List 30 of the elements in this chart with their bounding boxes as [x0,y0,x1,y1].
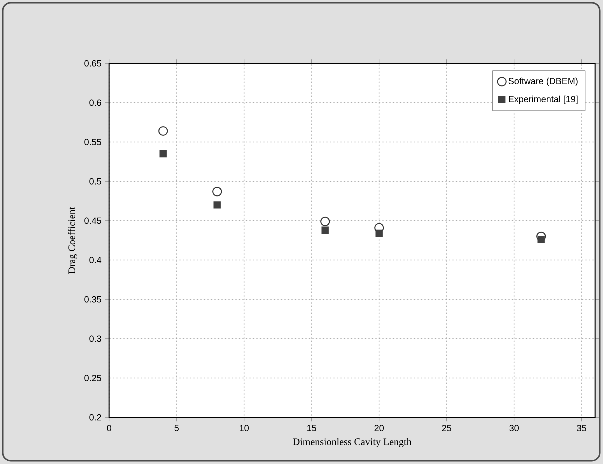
y-tick-label: 0.55 [84,139,102,146]
x-tick-label: 35 [577,425,586,432]
point [214,202,221,209]
point [538,236,545,244]
x-tick-label: 10 [240,425,250,432]
point [322,226,329,234]
legend-label: Software (DBEM) [508,78,578,86]
point [320,216,330,227]
y-tick-label: 0.65 [84,60,102,67]
x-tick-label: 5 [174,425,179,432]
y-tick-label: 0.3 [90,336,102,342]
y-tick-label: 0.35 [84,296,102,303]
y-axis-title: Drag Coefficient [68,206,78,274]
x-tick-label: 20 [374,425,384,432]
x-tick-label: 0 [107,425,112,432]
y-tick-label: 0.4 [90,257,102,264]
y-tick-label: 0.45 [84,218,102,224]
x-axis-title: Dimensionless Cavity Length [293,438,412,448]
point [158,126,168,136]
x-tick-label: 15 [308,425,316,432]
point [160,150,167,158]
y-tick-label: 0.6 [90,100,102,106]
x-tick-label: 25 [442,425,452,432]
point [376,230,383,238]
y-tick-label: 0.25 [84,375,102,382]
y-tick-label: 0.2 [90,414,102,421]
legend-label: Experimental [19] [509,96,578,104]
y-tick-label: 0.5 [90,178,102,185]
x-tick-label: 30 [510,425,520,432]
point [212,187,222,197]
